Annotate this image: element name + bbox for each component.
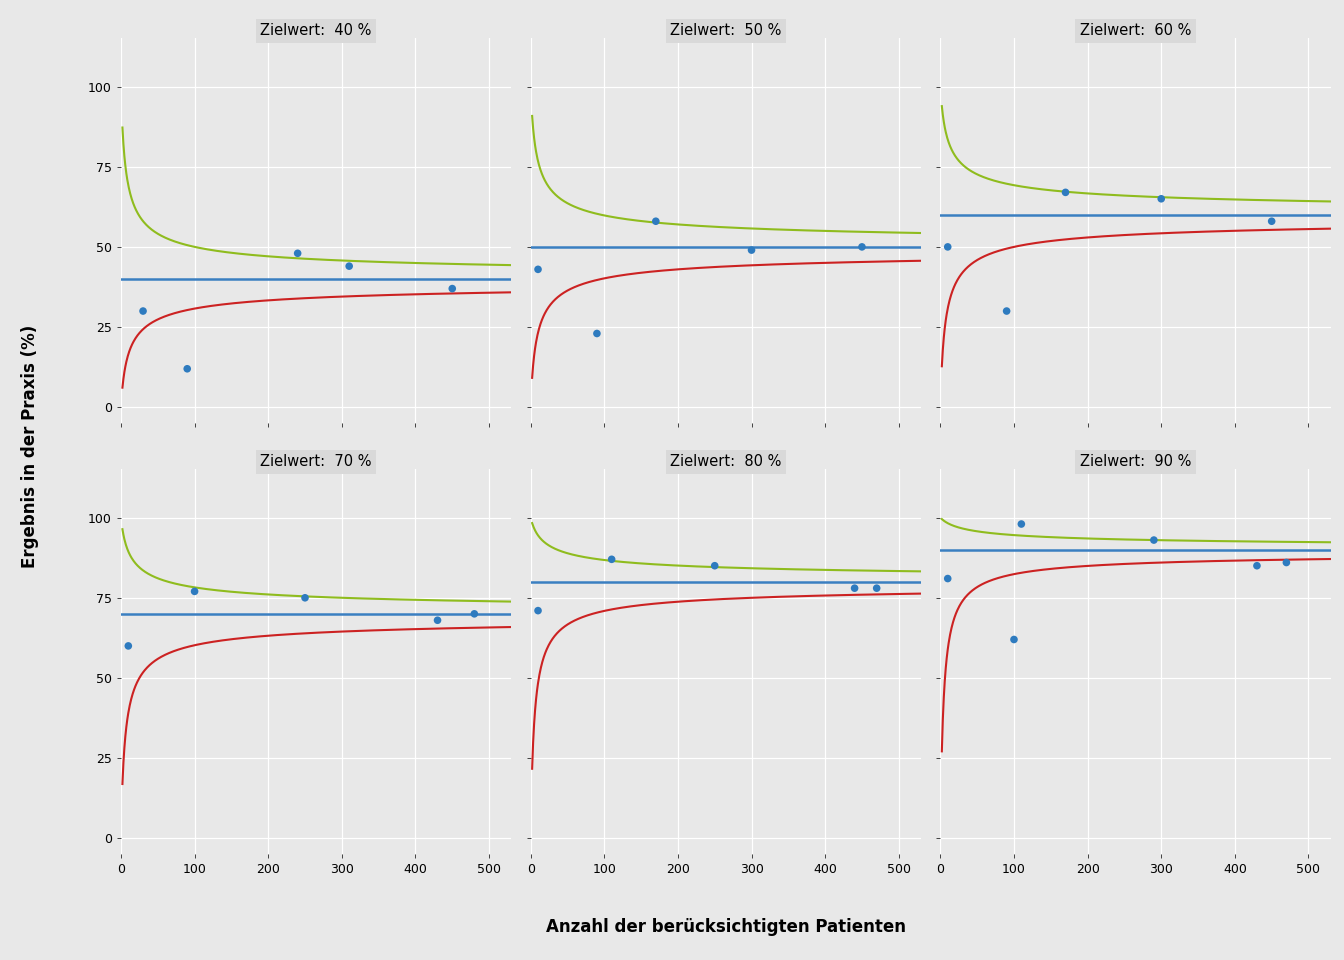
Point <box>464 606 485 621</box>
Point <box>294 590 316 606</box>
Point <box>844 581 866 596</box>
Point <box>937 239 958 254</box>
Point <box>132 303 153 319</box>
Point <box>937 571 958 587</box>
Point <box>286 246 308 261</box>
Point <box>527 262 548 277</box>
Point <box>601 552 622 567</box>
Point <box>704 558 726 573</box>
Point <box>645 213 667 228</box>
Point <box>996 303 1017 319</box>
Title: Zielwert:  60 %: Zielwert: 60 % <box>1079 23 1191 38</box>
Title: Zielwert:  80 %: Zielwert: 80 % <box>671 454 781 469</box>
Point <box>1144 533 1165 548</box>
Title: Zielwert:  90 %: Zielwert: 90 % <box>1079 454 1191 469</box>
Point <box>1246 558 1267 573</box>
Point <box>442 281 464 297</box>
Point <box>1275 555 1297 570</box>
Point <box>427 612 449 628</box>
Point <box>1055 184 1077 200</box>
Point <box>1150 191 1172 206</box>
Point <box>586 325 607 341</box>
Point <box>527 603 548 618</box>
Title: Zielwert:  70 %: Zielwert: 70 % <box>261 454 372 469</box>
Point <box>741 243 762 258</box>
Point <box>866 581 887 596</box>
Point <box>1003 632 1024 647</box>
Point <box>1011 516 1032 532</box>
Text: Anzahl der berücksichtigten Patienten: Anzahl der berücksichtigten Patienten <box>546 918 906 936</box>
Point <box>184 584 206 599</box>
Title: Zielwert:  40 %: Zielwert: 40 % <box>261 23 372 38</box>
Point <box>339 258 360 274</box>
Point <box>1261 213 1282 228</box>
Title: Zielwert:  50 %: Zielwert: 50 % <box>671 23 781 38</box>
Point <box>851 239 872 254</box>
Text: Ergebnis in der Praxis (%): Ergebnis in der Praxis (%) <box>20 324 39 568</box>
Point <box>176 361 198 376</box>
Point <box>117 638 138 654</box>
